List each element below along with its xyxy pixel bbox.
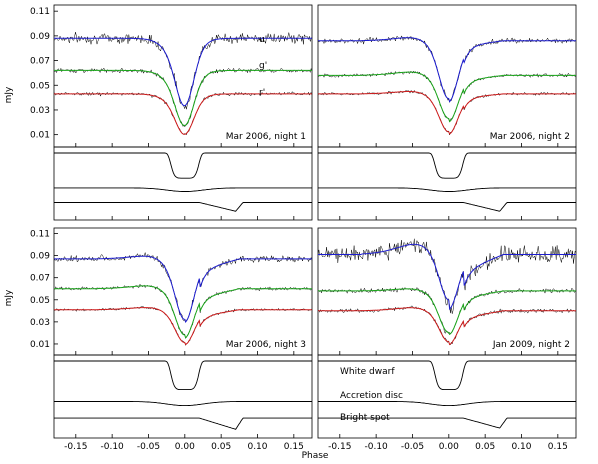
series-model-g xyxy=(318,288,576,336)
white-dwarf-curve xyxy=(318,152,576,179)
y-tick-label: 0.01 xyxy=(30,131,50,141)
panel-2: Mar 2006, night 2 xyxy=(317,4,577,221)
x-tick-label: 0.05 xyxy=(475,442,495,452)
series-data-u xyxy=(53,251,313,322)
band-label-u: u' xyxy=(259,35,267,45)
x-tick-label: 0.10 xyxy=(247,442,267,452)
x-tick-label: 0.15 xyxy=(548,442,568,452)
series-model-u xyxy=(54,37,312,107)
series-data-r xyxy=(317,305,577,346)
accretion-disc-curve xyxy=(318,187,576,192)
panel-4: -0.15 -0.10 -0.05 0.00 0.05 0.10 0.15 Jan 2009,… xyxy=(317,227,577,452)
component-label: Bright spot xyxy=(340,413,390,423)
x-tick-label: -0.05 xyxy=(401,442,424,452)
x-tick-label: -0.10 xyxy=(100,442,124,452)
x-tick-label: -0.15 xyxy=(328,442,351,452)
panel-title: Mar 2006, night 3 xyxy=(226,340,306,350)
panel-title: Mar 2006, night 1 xyxy=(226,132,306,142)
series-model-u xyxy=(54,255,312,324)
y-tick-label: 0.07 xyxy=(30,57,50,67)
y-tick-label: 0.11 xyxy=(30,230,50,240)
x-tick-label: 0.15 xyxy=(284,442,304,452)
component-frame xyxy=(317,146,577,221)
x-tick-label: 0.10 xyxy=(511,442,531,452)
series-data-g xyxy=(53,283,313,339)
panel-title: Mar 2006, night 2 xyxy=(490,132,570,142)
series-model-r xyxy=(318,91,576,135)
panel-title: Jan 2009, night 2 xyxy=(492,340,570,350)
white-dwarf-curve xyxy=(54,360,312,391)
series-data-g xyxy=(317,286,577,335)
x-tick-label: 0.00 xyxy=(439,442,459,452)
band-label-r: r' xyxy=(259,88,265,98)
light-curve-frame xyxy=(53,227,313,356)
series-data-r xyxy=(53,91,313,136)
series-data-g xyxy=(317,70,577,122)
panel-1: 0.01 0.03 0.05 0.07 0.09 0.11 Mar 2006, night … xyxy=(30,4,313,221)
bright-spot-curve xyxy=(54,417,312,430)
series-model-r xyxy=(54,307,312,346)
series-model-g xyxy=(54,69,312,126)
series-data-u xyxy=(317,35,577,104)
y-axis-label-bottom: mJy xyxy=(4,289,14,306)
component-frame xyxy=(53,354,313,439)
y-tick-label: 0.05 xyxy=(30,296,50,306)
series-model-r xyxy=(318,307,576,346)
component-frame xyxy=(317,354,577,439)
y-tick-label: 0.11 xyxy=(30,7,50,17)
bright-spot-curve xyxy=(54,202,312,212)
x-tick-label: -0.10 xyxy=(364,442,388,452)
x-tick-label: 0.00 xyxy=(175,442,195,452)
bright-spot-curve xyxy=(318,202,576,212)
y-tick-label: 0.03 xyxy=(30,318,50,328)
x-axis-label: Phase xyxy=(302,451,329,461)
y-tick-label: 0.01 xyxy=(30,340,50,350)
series-model-u xyxy=(318,243,576,311)
series-model-g xyxy=(54,285,312,339)
band-label-g: g' xyxy=(259,61,267,71)
component-frame xyxy=(53,146,313,221)
y-tick-label: 0.09 xyxy=(30,32,50,42)
accretion-disc-curve xyxy=(318,401,576,407)
y-tick-label: 0.03 xyxy=(30,106,50,116)
light-curve-frame xyxy=(317,4,577,148)
series-data-g xyxy=(53,67,313,128)
series-model-u xyxy=(318,37,576,103)
series-model-g xyxy=(318,71,576,123)
series-model-r xyxy=(54,93,312,135)
panel-3: 0.01 0.03 0.05 0.07 0.09 0.11 -0.15 -0.10 -0.05 0… xyxy=(30,227,313,452)
component-label: White dwarf xyxy=(340,367,395,377)
y-axis-label-top: mJy xyxy=(4,86,14,103)
white-dwarf-curve xyxy=(318,360,576,391)
y-tick-label: 0.07 xyxy=(30,274,50,284)
x-tick-label: 0.05 xyxy=(211,442,231,452)
y-tick-label: 0.05 xyxy=(30,81,50,91)
accretion-disc-curve xyxy=(54,187,312,192)
component-label: Accretion disc xyxy=(340,391,403,401)
accretion-disc-curve xyxy=(54,401,312,407)
series-data-u xyxy=(317,238,577,314)
panels: 0.01 0.03 0.05 0.07 0.09 0.11 Mar 2006, night … xyxy=(30,4,577,452)
y-tick-label: 0.09 xyxy=(30,252,50,262)
x-tick-label: -0.15 xyxy=(64,442,87,452)
white-dwarf-curve xyxy=(54,152,312,179)
x-tick-label: -0.05 xyxy=(137,442,160,452)
bright-spot-curve xyxy=(318,417,576,429)
